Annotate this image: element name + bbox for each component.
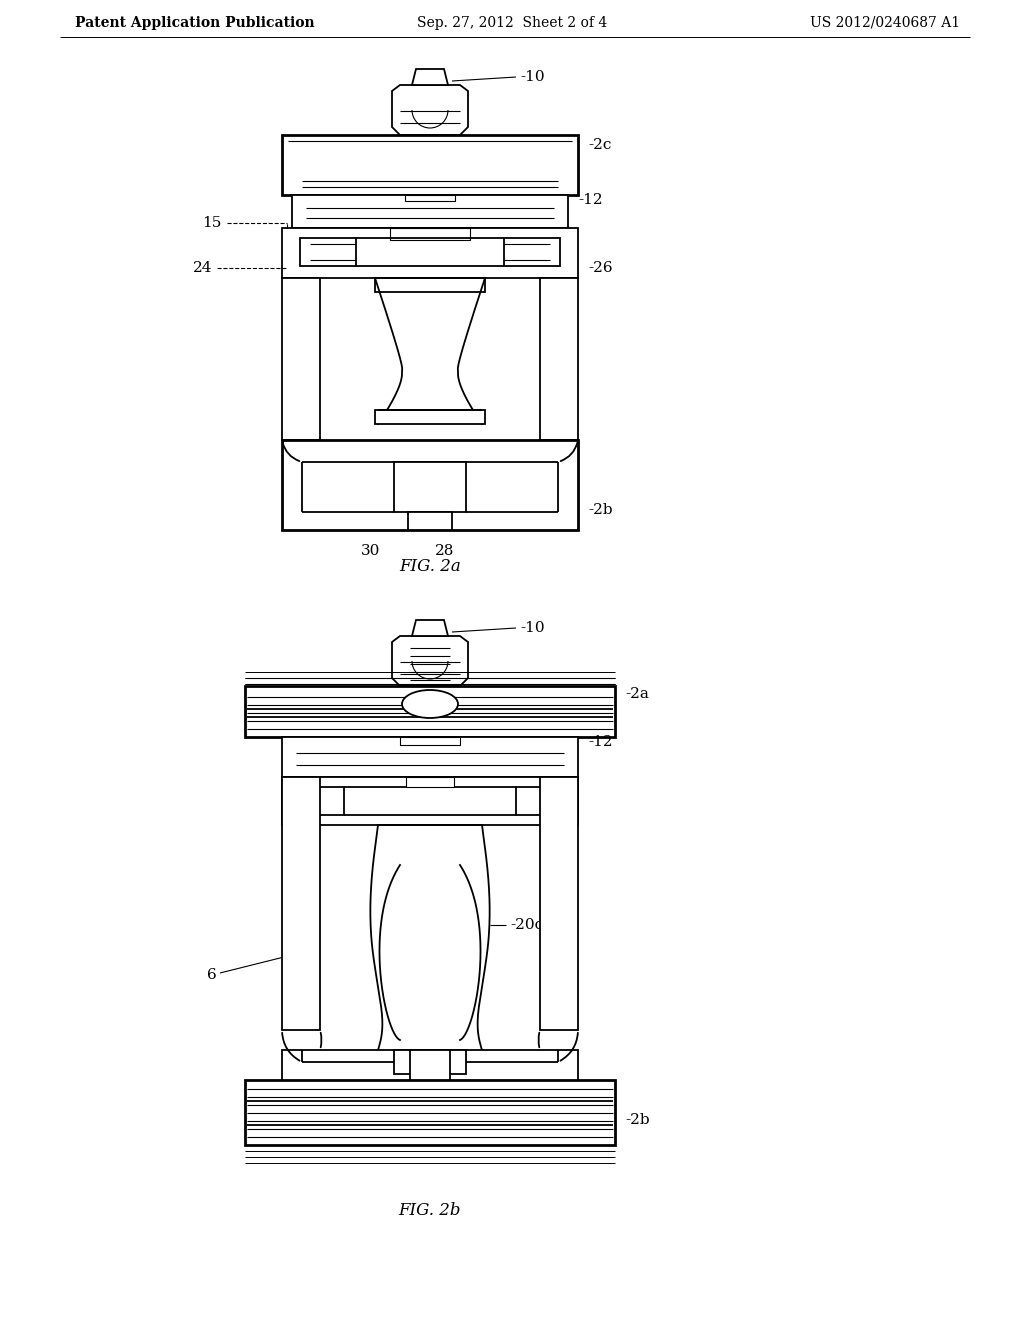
- Text: -10: -10: [520, 620, 545, 635]
- Text: -26: -26: [588, 261, 612, 275]
- Bar: [292, 195, 568, 228]
- Bar: [400, 737, 460, 744]
- Bar: [282, 1049, 578, 1080]
- Text: 15: 15: [203, 216, 222, 230]
- Bar: [282, 135, 578, 195]
- Bar: [406, 777, 454, 787]
- Text: -10: -10: [520, 70, 545, 84]
- Bar: [282, 440, 578, 531]
- Bar: [390, 228, 470, 240]
- Bar: [282, 777, 319, 1030]
- Bar: [282, 737, 578, 777]
- Polygon shape: [412, 69, 449, 84]
- Bar: [375, 279, 485, 292]
- Text: Sep. 27, 2012  Sheet 2 of 4: Sep. 27, 2012 Sheet 2 of 4: [417, 16, 607, 30]
- Bar: [540, 279, 578, 440]
- Text: 28: 28: [435, 544, 455, 558]
- Bar: [504, 238, 560, 267]
- Bar: [408, 512, 452, 531]
- Text: -20c: -20c: [510, 917, 543, 932]
- Bar: [410, 1049, 450, 1080]
- Text: US 2012/0240687 A1: US 2012/0240687 A1: [810, 16, 961, 30]
- Polygon shape: [392, 636, 468, 686]
- Text: Patent Application Publication: Patent Application Publication: [75, 16, 314, 30]
- Bar: [245, 1080, 615, 1144]
- Bar: [394, 462, 466, 512]
- Bar: [394, 1049, 466, 1074]
- Text: 24: 24: [193, 261, 212, 275]
- Text: -2a: -2a: [625, 686, 649, 701]
- Ellipse shape: [402, 690, 458, 718]
- Bar: [516, 787, 566, 814]
- Polygon shape: [412, 620, 449, 636]
- Text: -2b: -2b: [625, 1113, 649, 1127]
- Text: 30: 30: [360, 544, 380, 558]
- Text: 6: 6: [207, 968, 217, 982]
- Text: FIG. 2b: FIG. 2b: [398, 1203, 461, 1218]
- Text: FIG. 2a: FIG. 2a: [399, 558, 461, 576]
- Bar: [282, 228, 578, 279]
- Text: -2b: -2b: [588, 503, 612, 517]
- Text: -12: -12: [578, 193, 603, 207]
- Bar: [282, 279, 319, 440]
- Polygon shape: [392, 84, 468, 135]
- Bar: [406, 195, 455, 201]
- Text: -2c: -2c: [588, 139, 611, 152]
- Bar: [375, 411, 485, 424]
- Bar: [540, 777, 578, 1030]
- Text: -12: -12: [588, 735, 612, 748]
- Bar: [282, 777, 578, 825]
- Bar: [245, 686, 615, 737]
- Bar: [294, 787, 344, 814]
- Bar: [300, 238, 356, 267]
